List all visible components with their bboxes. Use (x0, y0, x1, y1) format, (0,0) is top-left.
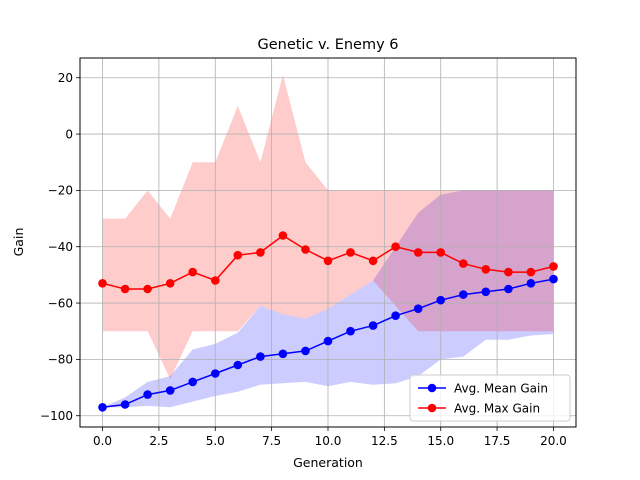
x-tick-label: 15.0 (427, 434, 454, 448)
series-0-point (278, 349, 288, 359)
legend-box (409, 374, 571, 422)
x-axis-label: Generation (293, 455, 363, 470)
series-1-point (391, 242, 400, 251)
series-0-point (256, 352, 265, 361)
series-0-point (413, 304, 423, 314)
series-0-point (346, 326, 355, 336)
series-0-point (391, 311, 400, 321)
series-1-point (549, 262, 558, 271)
series-0-point (481, 287, 491, 297)
x-axis-ticks: 0.0 2.5 5.0 7.5 10.0 12.5 15.0 17.5 20.0 (93, 427, 567, 448)
series-1-point (98, 279, 107, 288)
y-tick-label: −40 (48, 240, 73, 254)
series-1-point (188, 267, 197, 277)
x-tick-label: 2.5 (149, 434, 168, 448)
y-tick-label: 0 (65, 127, 73, 141)
series-1-point (459, 259, 468, 268)
series-1-point (301, 245, 310, 254)
series-0-point (188, 377, 197, 387)
series-0-point (143, 390, 152, 399)
x-tick-label: 17.5 (484, 434, 511, 448)
x-tick-label: 7.5 (262, 434, 281, 448)
series-1-point (323, 256, 333, 266)
series-0-point (368, 321, 378, 330)
y-tick-label: −20 (48, 184, 73, 198)
y-axis-label: Gain (11, 228, 26, 257)
series-1-point (143, 284, 152, 294)
series-0-point (120, 400, 130, 409)
y-tick-label: −100 (40, 409, 73, 423)
series-1-point (346, 248, 355, 257)
legend-marker (427, 403, 437, 413)
y-tick-label: −60 (48, 296, 73, 310)
legend: Avg. Mean Gain Avg. Max Gain (409, 374, 571, 422)
series-1-point (413, 248, 423, 257)
series-0-point (436, 295, 446, 305)
series-0-point (549, 274, 558, 284)
series-1-point (436, 248, 446, 257)
series-1-point (233, 250, 243, 260)
legend-label: Avg. Max Gain (454, 401, 540, 415)
series-1-point (165, 279, 175, 288)
series-1-point (481, 265, 491, 274)
series-0-point (165, 386, 175, 395)
series-0-point (323, 336, 333, 346)
x-tick-label: 5.0 (206, 434, 225, 448)
series-1-point (120, 284, 130, 294)
series-1-point (504, 267, 513, 277)
chart-title: Genetic v. Enemy 6 (257, 37, 398, 53)
series-0-point (233, 360, 243, 370)
x-tick-label: 10.0 (315, 434, 342, 448)
y-axis-ticks: −100 −80 −60 −40 −20 0 20 (40, 71, 80, 423)
series-1-point (211, 276, 220, 285)
legend-label: Avg. Mean Gain (454, 381, 548, 395)
series-0-point (98, 403, 107, 412)
series-1-point (256, 248, 265, 257)
legend-marker (427, 383, 437, 393)
y-tick-label: 20 (58, 71, 73, 85)
x-tick-label: 12.5 (371, 434, 398, 448)
series-0-point (301, 346, 310, 356)
series-1-point (278, 231, 288, 240)
grid-lines (80, 58, 576, 427)
series-1-point (526, 267, 536, 277)
series-0-point (211, 369, 220, 378)
y-tick-label: −80 (48, 353, 73, 367)
series-0-point (526, 279, 536, 288)
series-points (98, 231, 558, 412)
series-0-point (504, 284, 513, 294)
series-0-point (459, 290, 468, 299)
x-tick-label: 20.0 (540, 434, 567, 448)
series-1-point (368, 256, 378, 266)
x-tick-label: 0.0 (93, 434, 112, 448)
